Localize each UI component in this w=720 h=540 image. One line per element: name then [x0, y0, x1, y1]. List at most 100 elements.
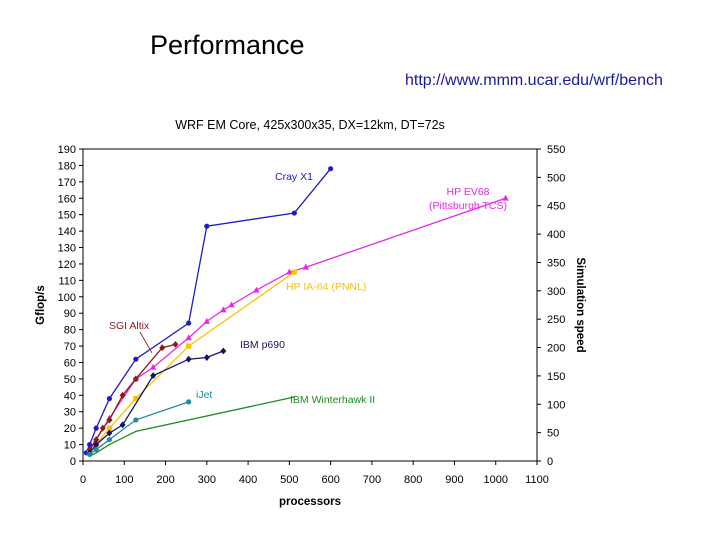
y-tick-label: 190	[58, 144, 76, 156]
ibm-winterhawk-ii-line	[89, 396, 295, 457]
y-axis-title: Gflop/s	[35, 285, 47, 325]
ibm-p690-point	[220, 347, 227, 355]
slide-title: Performance	[150, 30, 305, 60]
hp-ia-64-pnnl-point	[291, 269, 297, 275]
ijet-point	[106, 437, 113, 443]
y-tick-label: 110	[58, 275, 76, 287]
hp-ev68-pittsburgh-tcs-label: (Pittsburgh TCS)	[429, 200, 507, 212]
y-tick-label: 20	[64, 423, 76, 435]
x-tick-label: 800	[404, 474, 422, 486]
x-tick-label: 600	[321, 474, 339, 486]
hp-ev68-pittsburgh-tcs-point	[302, 263, 310, 270]
y-tick-label: 40	[64, 390, 76, 402]
y2-tick-label: 550	[547, 144, 565, 156]
y-tick-label: 130	[58, 243, 76, 255]
hp-ev68-pittsburgh-tcs-point	[228, 301, 235, 308]
cray-x1-point	[204, 223, 210, 229]
hp-ev68-pittsburgh-tcs-point	[286, 268, 293, 275]
sgi-altix-point	[119, 391, 126, 399]
y-tick-label: 180	[58, 160, 76, 172]
x-tick-label: 1100	[525, 474, 549, 486]
sgi-altix-point	[159, 344, 166, 352]
ijet-point	[133, 417, 139, 423]
y-tick-label: 70	[64, 341, 76, 353]
ibm-p690-point	[106, 429, 113, 437]
y2-tick-label: 100	[547, 399, 565, 411]
y-tick-label: 60	[64, 357, 76, 369]
y2-tick-label: 50	[547, 428, 559, 440]
hp-ev68-pittsburgh-tcs-point	[253, 286, 260, 293]
hp-ia-64-pnnl-point	[106, 425, 113, 431]
sgi-altix-leader-line	[139, 331, 153, 354]
sgi-altix-point	[172, 341, 179, 348]
y2-tick-label: 200	[547, 343, 565, 355]
ijet-label: iJet	[196, 389, 212, 401]
hp-ev68-pittsburgh-tcs-point	[502, 194, 509, 201]
cray-x1-label: Cray X1	[275, 171, 313, 183]
ibm-p690-point	[150, 372, 157, 380]
hp-ia-64-pnnl-point	[186, 343, 192, 349]
x-tick-label: 400	[239, 474, 257, 486]
cray-x1-point	[291, 210, 297, 216]
x-tick-label: 100	[115, 474, 133, 486]
y-tick-label: 10	[64, 440, 76, 452]
ijet-point	[186, 399, 192, 405]
sgi-altix-point	[93, 436, 100, 444]
cray-x1-point	[328, 166, 334, 172]
y-tick-label: 30	[64, 407, 76, 419]
hp-ev68-pittsburgh-tcs-label: HP EV68	[447, 186, 490, 198]
x-axis-title: processors	[279, 496, 341, 508]
hp-ia-64-pnnl-label: HP IA-64 (PNNL)	[286, 281, 366, 293]
y2-tick-label: 0	[547, 456, 553, 468]
y-tick-label: 100	[58, 292, 76, 304]
y2-tick-label: 250	[547, 314, 565, 326]
y-tick-label: 150	[58, 210, 76, 222]
source-url-link[interactable]: http://www.mmm.ucar.edu/wrf/bench	[405, 72, 663, 89]
sgi-altix-point	[132, 375, 139, 383]
sgi-altix-point	[106, 416, 113, 424]
ijet-point	[87, 451, 93, 458]
sgi-altix-point	[99, 424, 106, 432]
cray-x1-point	[106, 396, 113, 402]
ibm-winterhawk-ii-label: IBM Winterhawk II	[290, 394, 375, 406]
hp-ev68-pittsburgh-tcs-point	[185, 334, 192, 341]
x-tick-label: 1000	[483, 474, 507, 486]
y-tick-label: 120	[58, 259, 76, 271]
plot-frame	[82, 148, 538, 462]
ibm-p690-point	[185, 355, 192, 363]
cray-x1-point	[93, 425, 99, 431]
hp-ev68-pittsburgh-tcs-line	[89, 197, 506, 452]
ibm-p690-point	[119, 421, 126, 429]
cray-x1-point	[87, 441, 93, 448]
x-tick-label: 700	[363, 474, 381, 486]
hp-ev68-pittsburgh-tcs-point	[203, 317, 211, 324]
cray-x1-point	[133, 356, 139, 362]
y2-axis-title: Simulation speed	[574, 257, 586, 352]
ibm-p690-line	[89, 350, 224, 454]
y-tick-label: 50	[64, 374, 76, 386]
cray-x1-point	[186, 320, 192, 326]
x-tick-label: 900	[445, 474, 463, 486]
ibm-p690-point	[203, 354, 210, 361]
y-tick-label: 90	[64, 308, 76, 320]
ibm-p690-point	[93, 441, 100, 448]
chart-title: WRF EM Core, 425x300x35, DX=12km, DT=72s	[175, 118, 445, 132]
hp-ev68-pittsburgh-tcs-point	[149, 363, 157, 370]
y2-tick-label: 400	[547, 229, 565, 241]
y-tick-label: 80	[64, 325, 76, 337]
y-tick-label: 140	[58, 226, 76, 238]
x-tick-label: 0	[80, 474, 86, 486]
sgi-altix-label: SGI Altix	[109, 320, 150, 332]
y-tick-label: 160	[58, 193, 76, 205]
x-tick-label: 300	[198, 474, 216, 486]
y2-tick-label: 500	[547, 172, 565, 184]
y2-tick-label: 300	[547, 286, 565, 298]
hp-ev68-pittsburgh-tcs-point	[220, 306, 227, 313]
hp-ia-64-pnnl-point	[133, 396, 139, 402]
ibm-p690-label: IBM p690	[240, 339, 285, 351]
y-tick-label: 170	[58, 177, 76, 189]
y2-tick-label: 350	[547, 257, 565, 269]
x-tick-label: 500	[280, 474, 298, 486]
y2-tick-label: 450	[547, 201, 565, 213]
